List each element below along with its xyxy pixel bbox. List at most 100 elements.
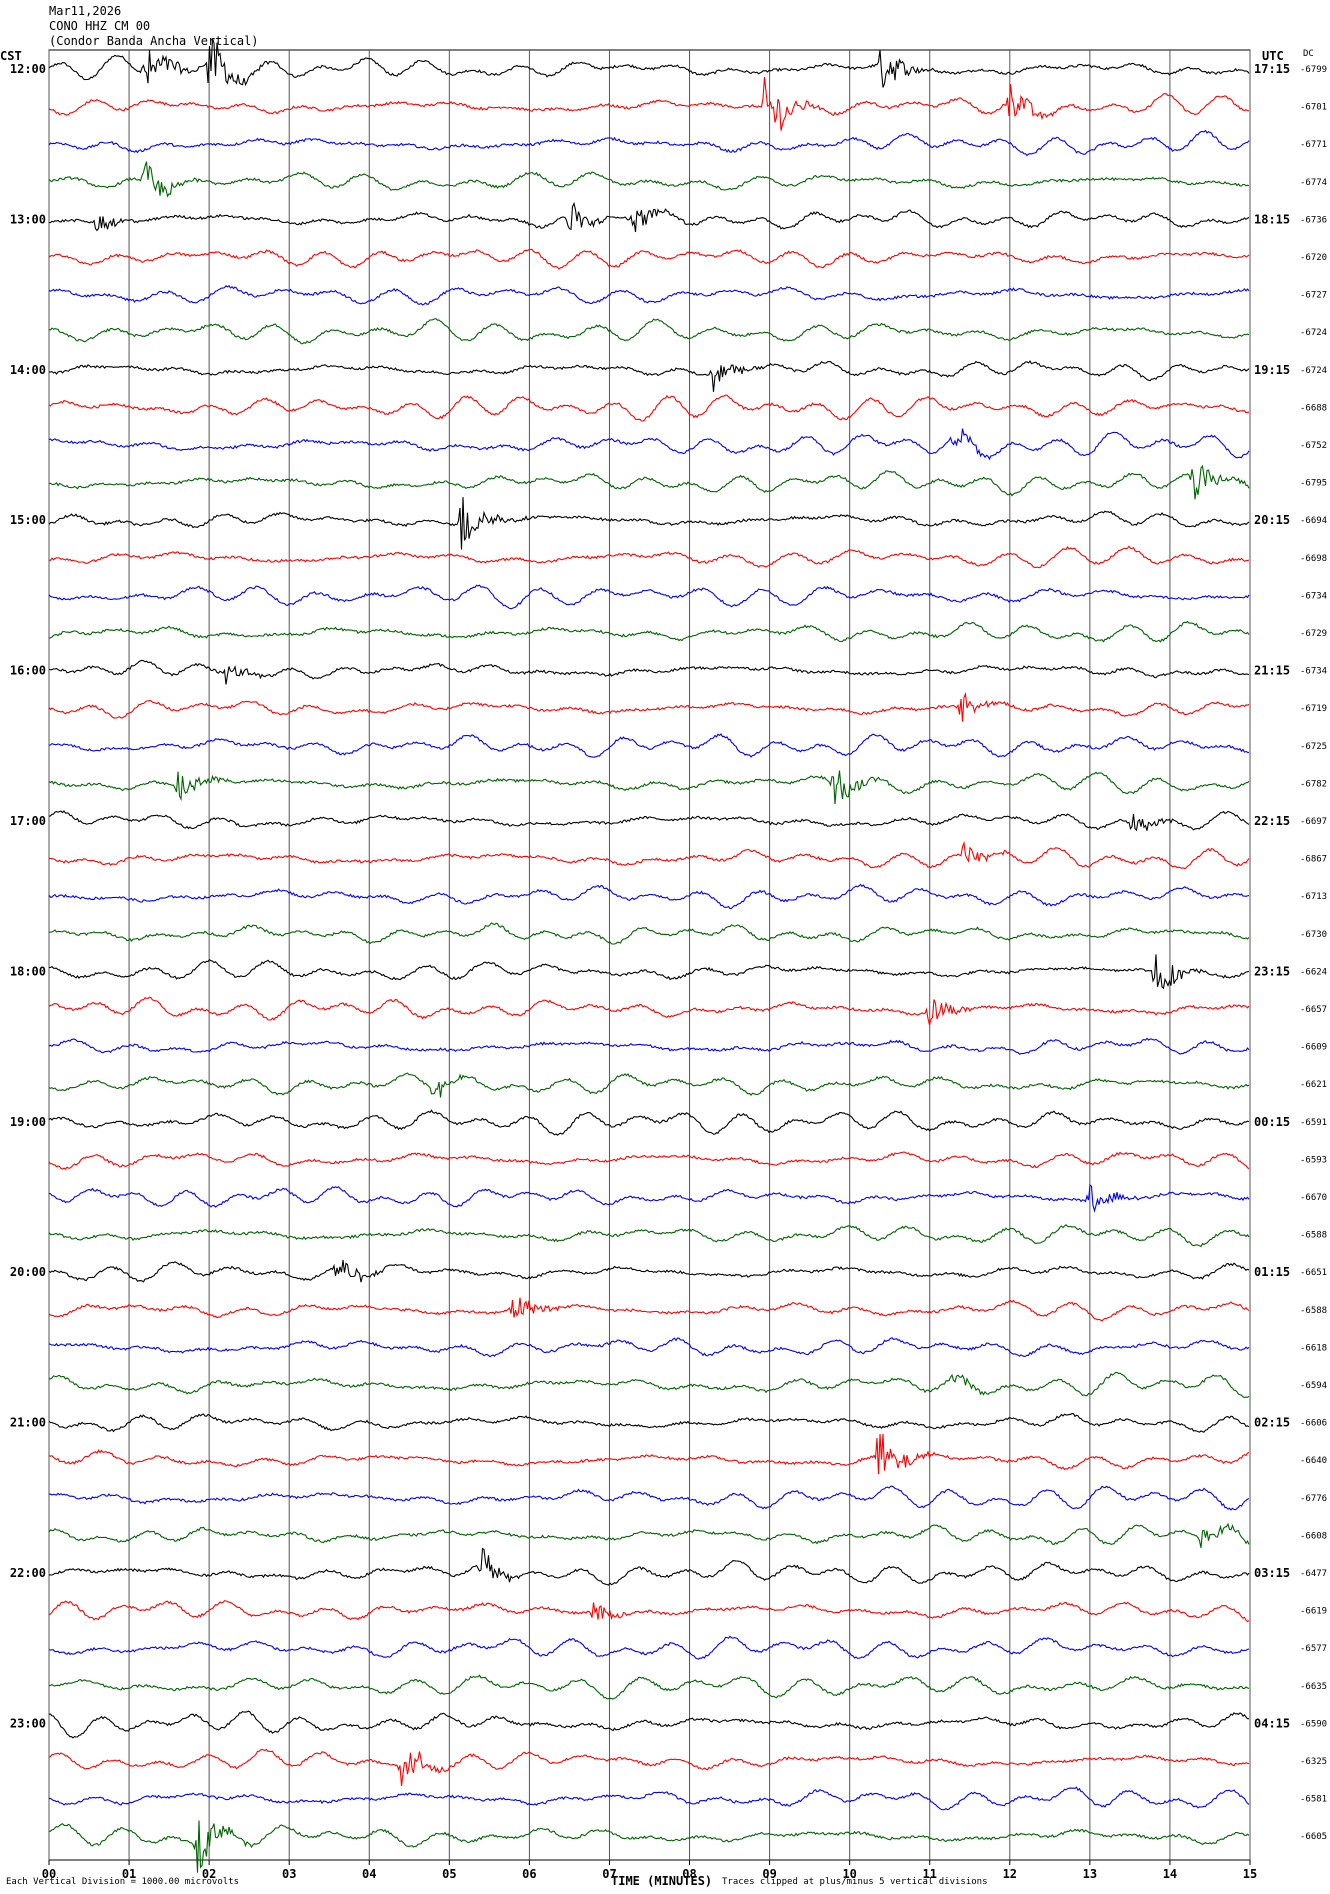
dc-offset-label: -6698 <box>1300 554 1327 564</box>
dc-offset-label: -6771 <box>1300 140 1327 150</box>
trace-line <box>48 1600 1250 1623</box>
trace-line <box>48 1072 1250 1098</box>
cst-hour-label: 23:00 <box>10 1716 46 1730</box>
trace-line <box>48 464 1250 500</box>
trace-line <box>48 954 1250 990</box>
trace-line <box>48 1635 1250 1660</box>
trace-line <box>48 1710 1250 1739</box>
x-tick-label: 00 <box>42 1867 56 1881</box>
trace-line <box>48 1151 1250 1170</box>
dc-offset-label: -6730 <box>1300 930 1327 940</box>
trace-line <box>48 883 1250 910</box>
header-description: (Condor Banda Ancha Vertical) <box>49 34 259 48</box>
cst-hour-label: 21:00 <box>10 1416 46 1430</box>
trace-line <box>48 76 1250 131</box>
trace-line <box>48 161 1250 198</box>
cst-hour-label: 12:00 <box>10 62 46 76</box>
trace-line <box>48 1820 1250 1873</box>
dc-offset-label: -6701 <box>1300 103 1327 113</box>
dc-offset-label: -6670 <box>1300 1193 1327 1203</box>
dc-offset-label: -6724 <box>1300 366 1327 376</box>
dc-offset-label: -6588 <box>1300 1306 1327 1316</box>
trace-line <box>48 1297 1250 1322</box>
trace-line <box>48 318 1250 345</box>
dc-offset-label: -6618 <box>1300 1343 1327 1353</box>
trace-line <box>48 1224 1250 1248</box>
cst-hour-label: 13:00 <box>10 212 46 226</box>
dc-offset-label: -6688 <box>1300 403 1327 413</box>
utc-hour-label: 23:15 <box>1254 964 1290 978</box>
dc-offset-label: -6651 <box>1300 1268 1327 1278</box>
utc-hour-label: 03:15 <box>1254 1566 1290 1580</box>
utc-hour-label: 04:15 <box>1254 1716 1290 1730</box>
dc-offset-label: -6734 <box>1300 667 1327 677</box>
x-tick-label: 10 <box>842 1867 856 1881</box>
x-axis-title: TIME (MINUTES) <box>611 1874 713 1888</box>
seismic-traces <box>48 38 1250 1873</box>
trace-line <box>48 1183 1250 1213</box>
trace-line <box>49 1371 1250 1399</box>
trace-line <box>48 733 1250 758</box>
trace-line <box>48 1433 1250 1475</box>
trace-line <box>48 284 1250 306</box>
x-tick-label: 08 <box>682 1867 696 1881</box>
dc-axis-title: DC <box>1303 49 1314 59</box>
x-tick-label: 06 <box>522 1867 536 1881</box>
trace-line <box>48 1748 1250 1787</box>
utc-axis-title: UTC <box>1262 49 1284 63</box>
x-tick-label: 04 <box>362 1867 376 1881</box>
dc-offset-label: -6593 <box>1300 1155 1327 1165</box>
dc-offset-label: -6621 <box>1300 1080 1327 1090</box>
axis-labels: 00 01 02 03 04 05 06 07 08 09 10 11 12 13 14 15 -6799 12:… <box>10 62 1327 1881</box>
time-gridlines <box>48 49 1251 1865</box>
trace-line <box>48 1547 1250 1586</box>
utc-hour-label: 01:15 <box>1254 1265 1290 1279</box>
trace-line <box>48 428 1250 461</box>
dc-offset-label: -6725 <box>1300 742 1327 752</box>
dc-offset-label: -6657 <box>1300 1005 1327 1015</box>
dc-offset-label: -6782 <box>1300 779 1327 789</box>
trace-line <box>49 922 1250 945</box>
utc-hour-label: 22:15 <box>1254 814 1290 828</box>
dc-offset-label: -6713 <box>1300 892 1327 902</box>
dc-offset-label: -6609 <box>1300 1043 1327 1053</box>
trace-line <box>48 1674 1250 1700</box>
trace-line <box>49 201 1250 233</box>
x-tick-label: 12 <box>1003 1867 1017 1881</box>
cst-hour-label: 18:00 <box>10 964 46 978</box>
trace-line <box>48 129 1250 157</box>
utc-hour-label: 19:15 <box>1254 363 1290 377</box>
cst-hour-label: 19:00 <box>10 1115 46 1129</box>
dc-offset-label: -6606 <box>1300 1419 1327 1429</box>
dc-offset-label: -6640 <box>1300 1456 1327 1466</box>
dc-offset-label: -6719 <box>1300 704 1327 714</box>
dc-offset-label: -6720 <box>1300 253 1327 263</box>
dc-offset-label: -6624 <box>1300 967 1327 977</box>
x-tick-label: 14 <box>1163 1867 1177 1881</box>
trace-line <box>48 692 1250 722</box>
header-date: Mar11,2026 <box>49 4 122 18</box>
trace-line <box>48 584 1250 610</box>
trace-line <box>48 248 1250 270</box>
dc-offset-label: -6697 <box>1300 817 1327 827</box>
trace-line <box>48 545 1250 569</box>
dc-offset-label: -6477 <box>1300 1569 1327 1579</box>
trace-line <box>48 360 1250 392</box>
trace-line <box>48 996 1250 1026</box>
x-tick-label: 09 <box>762 1867 776 1881</box>
dc-offset-label: -6724 <box>1300 328 1327 338</box>
dc-offset-label: -6799 <box>1300 65 1327 75</box>
dc-offset-label: -6594 <box>1300 1381 1327 1391</box>
dc-offset-label: -6734 <box>1300 591 1327 601</box>
utc-hour-label: 17:15 <box>1254 62 1290 76</box>
dc-offset-label: -6605 <box>1300 1832 1327 1842</box>
trace-line <box>48 497 1250 550</box>
utc-hour-label: 20:15 <box>1254 513 1290 527</box>
x-tick-label: 13 <box>1083 1867 1097 1881</box>
dc-offset-label: -6774 <box>1300 178 1327 188</box>
dc-offset-label: -6591 <box>1300 1118 1327 1128</box>
x-tick-label: 07 <box>602 1867 616 1881</box>
trace-line <box>48 1413 1250 1433</box>
cst-hour-label: 22:00 <box>10 1566 46 1580</box>
